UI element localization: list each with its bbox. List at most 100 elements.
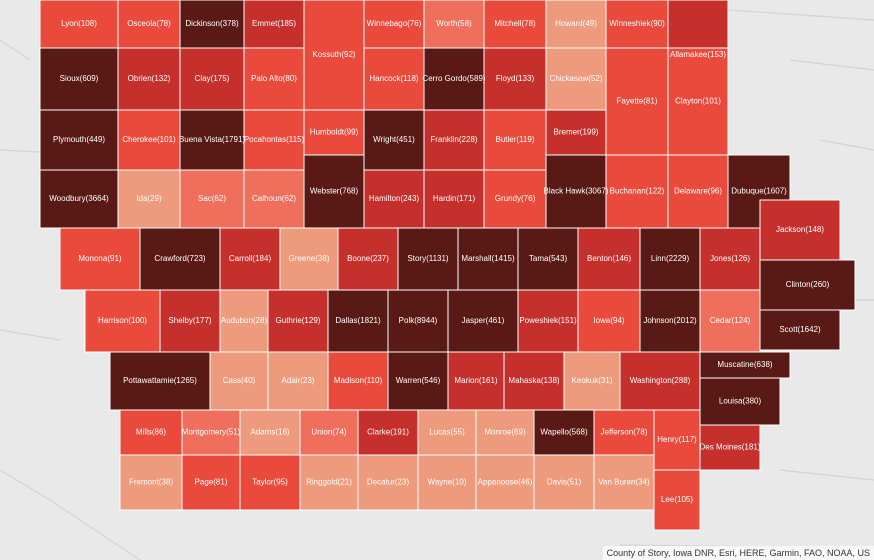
county-henry[interactable] (653, 409, 701, 471)
county-cass[interactable] (209, 351, 269, 411)
county-wayne[interactable] (417, 454, 477, 511)
county-ida[interactable] (117, 169, 181, 229)
county-tama[interactable] (517, 227, 579, 291)
county-kossuth[interactable] (303, 0, 365, 111)
county-benton[interactable] (577, 227, 641, 291)
county-fremont[interactable] (119, 454, 183, 511)
county-pottawattamie[interactable] (109, 351, 211, 411)
county-clayton[interactable] (667, 47, 729, 156)
county-poweshiek[interactable] (517, 289, 579, 353)
county-hardin[interactable] (423, 169, 485, 229)
county-osceola[interactable] (117, 0, 181, 49)
county-montgomery[interactable] (181, 409, 241, 456)
county-humboldt[interactable] (303, 109, 365, 156)
county-carroll[interactable] (219, 227, 281, 291)
county-appanoose[interactable] (475, 454, 535, 511)
county-lyon[interactable] (39, 0, 119, 49)
county-emmet[interactable] (243, 0, 305, 49)
county-vanburen[interactable] (593, 454, 655, 511)
county-polk[interactable] (387, 289, 449, 353)
county-jasper[interactable] (447, 289, 519, 353)
county-davis[interactable] (533, 454, 595, 511)
county-polygons[interactable] (39, 0, 856, 531)
county-dallas[interactable] (327, 289, 389, 353)
county-ringgold[interactable] (299, 454, 359, 511)
county-washington[interactable] (619, 351, 701, 411)
county-monroe[interactable] (475, 409, 535, 456)
county-lucas[interactable] (417, 409, 477, 456)
county-winnebago[interactable] (363, 0, 425, 49)
county-wapello[interactable] (533, 409, 595, 456)
county-desmoines[interactable] (699, 424, 761, 471)
county-monona[interactable] (59, 227, 141, 291)
county-butler[interactable] (483, 109, 547, 171)
county-howard[interactable] (545, 0, 607, 49)
county-johnson[interactable] (639, 289, 701, 353)
county-cherokee[interactable] (117, 109, 181, 171)
county-scott[interactable] (759, 309, 841, 351)
county-sioux[interactable] (39, 47, 119, 111)
county-muscatine[interactable] (699, 351, 791, 379)
county-louisa[interactable] (699, 377, 781, 426)
county-marion[interactable] (447, 351, 505, 411)
county-union[interactable] (299, 409, 359, 456)
county-buchanan[interactable] (605, 154, 669, 229)
county-blackhawk[interactable] (545, 154, 607, 229)
county-chickasaw[interactable] (545, 47, 607, 111)
county-story[interactable] (397, 227, 459, 291)
county-jefferson[interactable] (593, 409, 655, 456)
county-mills[interactable] (119, 409, 183, 456)
county-dickinson[interactable] (179, 0, 245, 49)
county-greene[interactable] (279, 227, 339, 291)
county-obrien[interactable] (117, 47, 181, 111)
county-pocahontas[interactable] (243, 109, 305, 171)
county-cerrogordo[interactable] (423, 47, 485, 111)
county-audubon[interactable] (219, 289, 269, 353)
county-linn[interactable] (639, 227, 701, 291)
county-harrison[interactable] (84, 289, 161, 353)
county-winneshiek[interactable] (605, 0, 669, 49)
county-grundy[interactable] (483, 169, 547, 229)
county-franklin[interactable] (423, 109, 485, 171)
county-plymouth[interactable] (39, 109, 119, 171)
county-shelby[interactable] (159, 289, 221, 353)
county-page[interactable] (181, 454, 241, 511)
county-woodbury[interactable] (39, 169, 119, 229)
county-worth[interactable] (423, 0, 485, 49)
county-taylor[interactable] (239, 454, 301, 511)
county-adair[interactable] (267, 351, 329, 411)
county-sac[interactable] (179, 169, 245, 229)
county-bremer[interactable] (545, 109, 607, 156)
county-jones[interactable] (699, 227, 761, 291)
county-decatur[interactable] (357, 454, 419, 511)
county-boone[interactable] (337, 227, 399, 291)
county-clinton[interactable] (759, 259, 856, 311)
county-wright[interactable] (363, 109, 425, 171)
county-jackson[interactable] (759, 199, 841, 261)
county-mahaska[interactable] (503, 351, 565, 411)
county-warren[interactable] (387, 351, 449, 411)
county-adams[interactable] (239, 409, 301, 456)
county-delaware[interactable] (667, 154, 729, 229)
county-crawford[interactable] (139, 227, 221, 291)
county-buenavista[interactable] (179, 109, 245, 171)
county-lee[interactable] (653, 469, 701, 531)
county-mitchell[interactable] (483, 0, 547, 49)
county-webster[interactable] (303, 154, 365, 229)
county-floyd[interactable] (483, 47, 547, 111)
county-cedar[interactable] (699, 289, 761, 353)
county-madison[interactable] (327, 351, 389, 411)
county-iowa[interactable] (577, 289, 641, 353)
county-calhoun[interactable] (243, 169, 305, 229)
county-marshall[interactable] (457, 227, 519, 291)
county-clarke[interactable] (357, 409, 419, 456)
county-hancock[interactable] (363, 47, 425, 111)
county-clay[interactable] (179, 47, 245, 111)
county-hamilton[interactable] (363, 169, 425, 229)
county-guthrie[interactable] (267, 289, 329, 353)
county-fayette[interactable] (605, 47, 669, 156)
county-keokuk[interactable] (563, 351, 621, 411)
county-paloalto[interactable] (243, 47, 305, 111)
